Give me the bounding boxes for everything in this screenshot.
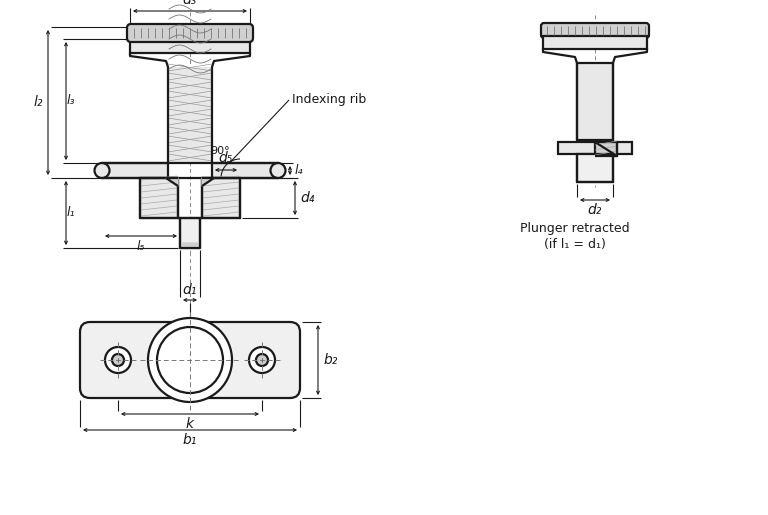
Text: d₄: d₄ <box>300 191 314 205</box>
FancyBboxPatch shape <box>541 23 649 38</box>
Text: d₅: d₅ <box>219 151 233 165</box>
Text: l₃: l₃ <box>67 94 75 108</box>
Text: (if l₁ = d₁): (if l₁ = d₁) <box>544 238 606 251</box>
Text: Plunger retracted: Plunger retracted <box>520 222 630 235</box>
Polygon shape <box>180 218 200 248</box>
Polygon shape <box>180 243 200 248</box>
Circle shape <box>94 163 110 178</box>
Polygon shape <box>166 178 178 186</box>
FancyBboxPatch shape <box>80 322 300 398</box>
Polygon shape <box>202 178 240 218</box>
Text: b₂: b₂ <box>323 353 337 367</box>
Text: k: k <box>186 417 194 431</box>
Polygon shape <box>212 163 278 178</box>
Circle shape <box>256 354 268 366</box>
Polygon shape <box>595 142 617 156</box>
Polygon shape <box>140 178 178 218</box>
Circle shape <box>270 163 286 178</box>
Circle shape <box>157 327 223 393</box>
Text: l₄: l₄ <box>295 164 303 177</box>
Text: d₃: d₃ <box>183 0 197 7</box>
Polygon shape <box>577 63 613 140</box>
Text: b₁: b₁ <box>183 433 197 447</box>
Text: 90°: 90° <box>210 146 230 156</box>
Circle shape <box>105 347 131 373</box>
Text: l₂: l₂ <box>34 95 43 110</box>
Circle shape <box>112 354 124 366</box>
Polygon shape <box>202 178 214 186</box>
FancyBboxPatch shape <box>127 24 253 42</box>
Circle shape <box>249 347 275 373</box>
Text: d₁: d₁ <box>183 283 197 297</box>
Circle shape <box>148 318 232 402</box>
Text: d₂: d₂ <box>588 203 602 217</box>
Text: l₅: l₅ <box>137 240 145 253</box>
Polygon shape <box>130 39 250 53</box>
Polygon shape <box>558 142 632 154</box>
Text: l₁: l₁ <box>67 207 75 219</box>
Polygon shape <box>130 27 250 39</box>
Polygon shape <box>102 163 168 178</box>
Polygon shape <box>577 154 613 182</box>
Polygon shape <box>168 67 212 163</box>
Polygon shape <box>543 36 647 49</box>
Text: Indexing rib: Indexing rib <box>292 94 366 107</box>
